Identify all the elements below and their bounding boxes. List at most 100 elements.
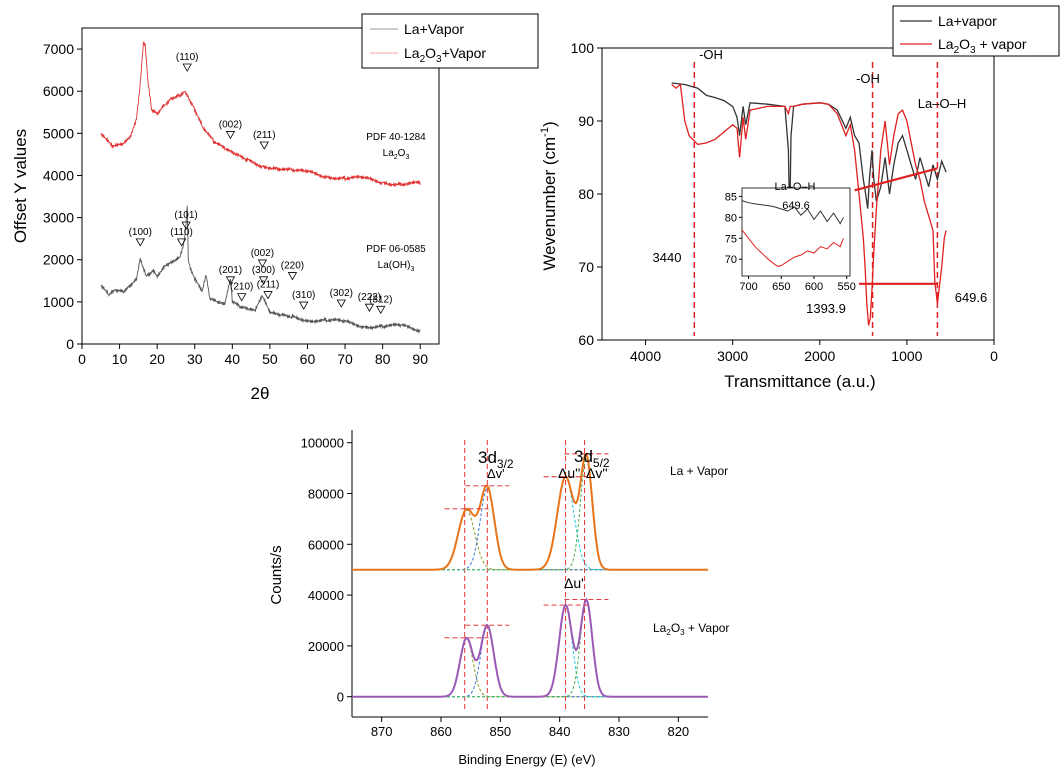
ftir-laoh-label: La–O–H <box>918 96 966 111</box>
ftir-inset-y-tick-label: 85 <box>725 191 737 203</box>
xrd-laoh-peak-label: (312) <box>369 294 392 305</box>
ftir-series-la2o3-vapor <box>671 83 947 326</box>
ftir-inset-value-label: 649.6 <box>782 200 810 212</box>
xrd-la2o3-peak-marker <box>259 141 269 150</box>
xrd-laoh-peak-marker <box>135 238 145 247</box>
xrd-ref-laoh-formula: La(OH)3 <box>378 260 415 273</box>
xrd-x-tick-label: 60 <box>300 351 316 367</box>
ftir-x-tick-label: 0 <box>990 348 998 364</box>
ftir-y-tick-label: 70 <box>578 259 594 275</box>
xps-fit-la2o3-vapor-1 <box>352 624 708 698</box>
xrd-y-tick-label: 5000 <box>43 125 74 141</box>
ftir-1393-label: 1393.9 <box>806 301 846 316</box>
xrd-laoh-peak-marker <box>257 259 268 268</box>
xps-du-double-label: Δu'' <box>558 465 580 481</box>
xrd-x-tick-label: 90 <box>412 351 428 367</box>
ftir-inset-y-tick-label: 75 <box>725 233 737 245</box>
ftir-x-tick-label: 3000 <box>717 348 748 364</box>
xrd-y-axis: 0 1000 2000 3000 4000 5000 6000 7000 <box>43 41 82 352</box>
xrd-x-tick-label: 30 <box>187 351 203 367</box>
xrd-panel: 0 10 20 30 40 50 60 70 80 90 0 1000 2000 3000 4000 500… <box>11 13 539 403</box>
ftir-x-tick-label: 2000 <box>804 348 835 364</box>
ftir-x-axis: 4000 3000 2000 1000 0 <box>630 340 998 364</box>
ftir-y-tick-label: 100 <box>571 40 595 56</box>
ftir-inset-y-axis: 70 75 80 85 <box>725 191 742 266</box>
xrd-x-tick-label: 80 <box>375 351 391 367</box>
xrd-laoh-peak-label: (211) <box>257 280 280 291</box>
xps-x-tick-label: 850 <box>489 724 511 739</box>
xrd-laoh-peak-marker <box>181 221 191 230</box>
xrd-y-tick-label: 3000 <box>43 210 74 226</box>
xrd-ref-la2o3-formula: La2O3 <box>383 148 410 161</box>
xrd-laoh-peak-label: (300) <box>252 265 275 276</box>
ftir-x-label: Transmittance (a.u.) <box>724 372 875 391</box>
xrd-laoh-peak-label: (222) <box>358 292 381 303</box>
ftir-y-tick-label: 60 <box>578 332 594 348</box>
ftir-x-tick-label: 1000 <box>891 348 922 364</box>
xrd-laoh-peak-marker <box>225 276 236 285</box>
xps-envelope-la2o3-vapor <box>352 597 708 698</box>
ftir-legend: La+vapor La2O3 + vapor <box>892 5 1060 57</box>
xrd-y-tick-label: 2000 <box>43 252 74 268</box>
xrd-la2o3-peak-label: (110) <box>176 52 199 63</box>
xrd-laoh-peak-marker <box>287 272 298 281</box>
xps-reference-lines <box>464 440 586 712</box>
xrd-laoh-peak-marker <box>299 301 309 310</box>
xps-3d32-label: 3d3/2 <box>478 448 514 471</box>
ftir-zoom-lines <box>854 167 938 285</box>
xrd-y-tick-label: 0 <box>66 336 74 352</box>
ftir-y-tick-label: 90 <box>578 113 594 129</box>
ftir-reference-lines <box>693 62 939 336</box>
xps-fit-la2o3-vapor-2 <box>352 604 708 698</box>
xps-peak-markers <box>444 453 609 639</box>
xrd-la2o3-peak-marker <box>225 131 236 140</box>
xrd-y-tick-label: 7000 <box>43 41 74 57</box>
ftir-inset-x-tick-label: 600 <box>805 281 823 293</box>
ftir-inset-series-la-vapor <box>741 200 844 225</box>
xrd-laoh-peak-marker <box>258 276 269 285</box>
xrd-peak-markers: (110) (002) (211) (100) (110) (101) (201) (210)… <box>129 52 392 315</box>
xrd-legend-la: La+Vapor <box>404 21 464 37</box>
ftir-inset-series-group <box>741 200 844 267</box>
xps-fit-la-vapor-0 <box>352 509 708 571</box>
ftir-inset-x-tick-label: 550 <box>838 281 856 293</box>
xps-x-tick-label: 840 <box>549 724 571 739</box>
xrd-frame <box>81 27 440 345</box>
xps-envelope-la-vapor <box>352 452 708 571</box>
ftir-inset-y-tick-label: 80 <box>725 212 737 224</box>
xrd-x-tick-label: 10 <box>112 351 128 367</box>
ftir-inset-frame <box>741 187 851 277</box>
xrd-ref-laoh-pdf: PDF 06-0585 <box>366 244 426 255</box>
xps-y-axis: 0 20000 40000 60000 80000 100000 <box>301 436 352 705</box>
xrd-x-tick-label: 40 <box>225 351 241 367</box>
ftir-inset-y-tick-label: 70 <box>725 254 737 266</box>
xps-y-tick-label: 20000 <box>308 639 344 654</box>
ftir-series-la-vapor <box>671 82 947 225</box>
xps-fit-la-vapor-2 <box>352 476 708 571</box>
xrd-laoh-peak-marker <box>336 299 346 308</box>
xps-x-tick-label: 820 <box>667 724 689 739</box>
xps-dv-double-label: Δv'' <box>586 465 608 481</box>
xrd-x-tick-label: 70 <box>337 351 353 367</box>
xps-x-tick-label: 860 <box>430 724 452 739</box>
xrd-series-la2o3-vapor <box>100 40 421 188</box>
xrd-laoh-peak-label: (201) <box>219 265 242 276</box>
xps-dv-prime-label: Δv' <box>487 466 505 481</box>
ftir-series-group <box>671 82 947 326</box>
xrd-laoh-peak-marker <box>364 303 375 312</box>
xrd-y-tick-label: 1000 <box>43 294 74 310</box>
xps-series-label-la2o3: La2O3 + Vapor <box>653 621 729 637</box>
ftir-inset-x-tick-label: 650 <box>772 281 790 293</box>
xrd-la2o3-peak-marker <box>182 63 192 72</box>
xps-y-tick-label: 40000 <box>308 588 344 603</box>
xrd-series-la-vapor <box>100 205 421 334</box>
xrd-legend-la2o3: La2O3+Vapor <box>404 45 486 65</box>
ftir-649-label: 649.6 <box>955 290 988 305</box>
ftir-y-label: Wevenumber (cm-1) <box>539 121 559 270</box>
xrd-la2o3-peak-label: (211) <box>253 130 276 141</box>
xps-x-tick-label: 870 <box>371 724 393 739</box>
ftir-3440-label: 3440 <box>653 250 682 265</box>
ftir-inset: 700 650 600 550 70 75 80 85 La–O–H 649.6 <box>725 181 856 293</box>
xrd-legend: La+Vapor La2O3+Vapor <box>361 13 539 69</box>
ftir-legend-la: La+vapor <box>938 13 997 29</box>
